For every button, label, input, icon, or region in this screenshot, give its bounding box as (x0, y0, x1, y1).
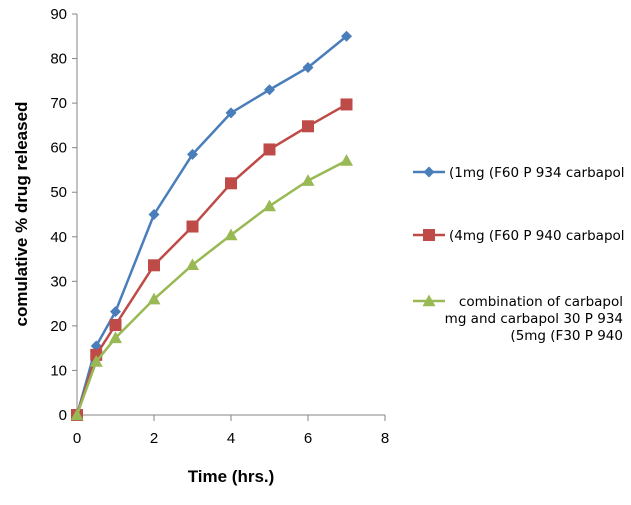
data-point (301, 174, 315, 186)
series-1 (71, 30, 352, 421)
data-point (225, 177, 237, 190)
series-line (75, 35, 348, 416)
x-tick-label: 8 (381, 430, 389, 447)
legend-label: (1mg (F60 P 934 carbapol (449, 165, 625, 181)
y-tick-label: 60 (50, 140, 67, 157)
data-point (263, 143, 276, 156)
data-point (225, 107, 237, 119)
x-tick-label: 2 (150, 430, 158, 447)
data-point (264, 84, 275, 96)
legend-label: (4mg (F60 P 940 carbapol (449, 228, 625, 244)
data-point (109, 318, 122, 331)
y-tick-label: 50 (50, 184, 67, 201)
y-tick-label: 70 (50, 95, 67, 112)
legend-label-line: mg and carbapol 30 P 934 (445, 311, 623, 327)
data-point (148, 209, 160, 220)
legend-marker (423, 166, 435, 178)
x-axis-ticks: 0 2 4 6 8 (73, 415, 389, 447)
y-tick-label: 10 (50, 362, 67, 379)
legend-item-1: (1mg (F60 P 934 carbapol (413, 165, 625, 181)
data-point (109, 331, 122, 344)
x-tick-label: 4 (227, 430, 235, 447)
data-point (186, 258, 199, 271)
legend-item-2: (4mg (F60 P 940 carbapol (413, 228, 625, 244)
data-point (224, 228, 238, 241)
data-point (89, 355, 103, 367)
y-tick-label: 30 (50, 273, 67, 290)
data-point (263, 199, 276, 212)
data-point (70, 408, 84, 421)
data-point (148, 259, 160, 272)
data-point (147, 292, 161, 305)
data-point (186, 220, 199, 233)
series-group (70, 30, 353, 421)
y-tick-label: 80 (50, 51, 67, 68)
x-tick-label: 0 (73, 430, 81, 447)
data-point (340, 154, 353, 166)
x-axis-title: Time (hrs.) (188, 467, 275, 486)
legend-label-line: combination of carbapol (459, 294, 623, 310)
y-tick-label: 40 (50, 229, 67, 246)
y-axis-title: comulative % drug released (12, 102, 31, 327)
series-line (75, 103, 348, 416)
legend-marker (422, 294, 436, 307)
data-point (302, 120, 314, 133)
legend: (1mg (F60 P 934 carbapol (4mg (F60 P 940 … (413, 165, 625, 344)
series-line (75, 159, 348, 416)
x-tick-label: 6 (304, 430, 312, 447)
legend-marker (423, 229, 435, 241)
data-point (302, 61, 314, 73)
axes (76, 14, 385, 416)
data-point (110, 306, 121, 318)
legend-label-line: (5mg (F30 P 940 (510, 328, 623, 344)
y-axis-ticks: 0 10 20 30 40 50 60 70 80 90 (50, 6, 77, 424)
data-point (341, 30, 352, 42)
data-point (187, 148, 198, 160)
series-3 (70, 154, 353, 421)
y-tick-label: 90 (50, 6, 67, 23)
y-tick-label: 0 (59, 407, 67, 424)
data-point (340, 98, 353, 111)
y-tick-label: 20 (50, 318, 67, 335)
series-2 (71, 98, 353, 421)
